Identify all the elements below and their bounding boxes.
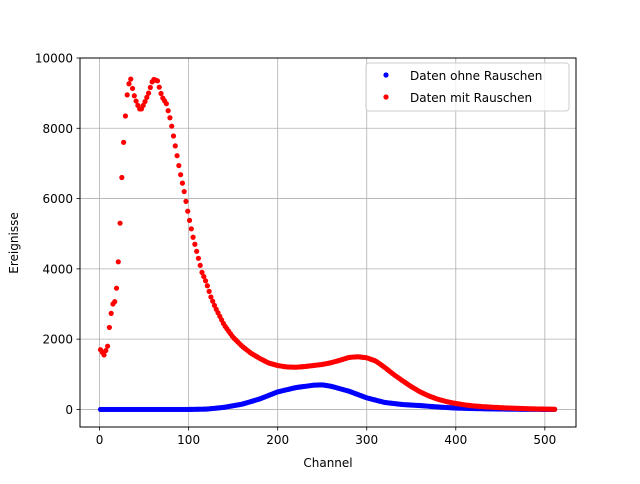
data-point-daten-mit-rauschen xyxy=(174,153,180,159)
data-point-daten-mit-rauschen xyxy=(144,94,150,100)
legend-label-daten-mit-rauschen: Daten mit Rauschen xyxy=(410,91,532,105)
data-point-daten-mit-rauschen xyxy=(206,288,212,294)
data-point-daten-mit-rauschen xyxy=(201,273,207,280)
data-point-daten-mit-rauschen xyxy=(105,343,111,349)
data-point-daten-mit-rauschen xyxy=(129,85,136,92)
data-point-daten-mit-rauschen xyxy=(113,285,120,291)
data-point-daten-mit-rauschen xyxy=(211,302,218,309)
grid-lines xyxy=(80,57,576,427)
x-tick-label: 400 xyxy=(444,433,467,447)
data-point-daten-mit-rauschen xyxy=(117,220,123,226)
y-tick-label: 2000 xyxy=(42,333,73,347)
y-tick-label: 4000 xyxy=(42,262,73,276)
legend-label-daten-ohne-rauschen: Daten ohne Rauschen xyxy=(410,69,542,83)
data-point-daten-mit-rauschen xyxy=(170,133,177,139)
data-point-daten-mit-rauschen xyxy=(179,180,186,186)
x-tick-label: 200 xyxy=(266,433,289,447)
legend-box xyxy=(365,62,570,112)
data-point-daten-mit-rauschen xyxy=(122,113,129,119)
data-point-daten-mit-rauschen xyxy=(199,269,205,275)
data-point-daten-mit-rauschen xyxy=(194,248,200,254)
data-point-daten-mit-rauschen xyxy=(158,90,164,97)
data-point-daten-mit-rauschen xyxy=(128,76,134,82)
data-point-daten-mit-rauschen xyxy=(552,406,558,412)
data-point-daten-mit-rauschen xyxy=(108,310,114,316)
data-point-daten-mit-rauschen xyxy=(156,84,162,90)
data-point-daten-mit-rauschen xyxy=(183,198,189,204)
data-point-daten-mit-rauschen xyxy=(124,92,130,98)
data-point-daten-mit-rauschen xyxy=(145,90,152,96)
data-point-daten-mit-rauschen xyxy=(119,174,125,181)
data-point-daten-mit-rauschen xyxy=(204,283,210,289)
y-tick-label: 0 xyxy=(65,403,73,417)
data-point-daten-mit-rauschen xyxy=(197,262,203,268)
axis-ticks: 0 100 200 300 400 500 0 2000 4000 6000 8000 10000 xyxy=(35,52,556,448)
data-point-daten-mit-rauschen xyxy=(142,98,148,105)
plot-frame xyxy=(79,57,577,428)
data-point-daten-mit-rauschen xyxy=(115,259,121,265)
y-tick-label: 6000 xyxy=(42,192,73,206)
data-point-daten-mit-rauschen xyxy=(185,208,191,214)
x-tick-label: 100 xyxy=(177,433,200,447)
data-point-daten-mit-rauschen xyxy=(208,294,214,300)
x-tick-label: 0 xyxy=(96,433,104,447)
y-tick-label: 8000 xyxy=(42,122,73,136)
data-point-daten-mit-rauschen xyxy=(178,172,184,178)
x-tick-label: 500 xyxy=(533,433,556,447)
data-point-daten-mit-rauschen xyxy=(163,101,169,107)
x-axis-label: Channel xyxy=(303,456,352,470)
y-axis-label: Ereignisse xyxy=(7,212,21,273)
data-point-daten-mit-rauschen xyxy=(176,162,182,169)
data-point-daten-mit-rauschen xyxy=(202,278,209,284)
y-tick-label: 10000 xyxy=(35,52,73,66)
x-tick-label: 300 xyxy=(355,433,378,447)
data-point-daten-mit-rauschen xyxy=(101,352,107,358)
data-point-daten-mit-rauschen xyxy=(188,226,194,232)
data-point-daten-mit-rauschen xyxy=(112,299,118,305)
data-point-daten-mit-rauschen xyxy=(126,81,132,87)
data-point-daten-mit-rauschen xyxy=(169,123,175,129)
data-point-daten-mit-rauschen xyxy=(121,139,127,145)
legend-marker-daten-ohne-rauschen xyxy=(383,72,389,78)
data-point-daten-mit-rauschen xyxy=(192,241,198,247)
data-point-daten-mit-rauschen xyxy=(172,143,178,149)
data-point-daten-mit-rauschen xyxy=(147,84,153,91)
legend-marker-daten-mit-rauschen xyxy=(383,94,389,100)
legend: Daten ohne Rauschen Daten mit Rauschen xyxy=(365,62,570,112)
data-point-daten-mit-rauschen xyxy=(195,255,202,261)
data-point-daten-mit-rauschen xyxy=(106,324,112,331)
data-point-daten-mit-rauschen xyxy=(131,93,137,99)
data-point-daten-mit-rauschen xyxy=(165,108,171,114)
data-point-daten-mit-rauschen xyxy=(186,217,193,223)
data-point-daten-mit-rauschen xyxy=(181,188,187,195)
series-daten-mit-rauschen xyxy=(97,76,558,412)
data-point-daten-mit-rauschen xyxy=(103,347,109,354)
data-point-daten-mit-rauschen xyxy=(154,78,161,84)
data-point-daten-mit-rauschen xyxy=(140,102,146,109)
data-point-daten-mit-rauschen xyxy=(167,115,173,121)
data-point-daten-mit-rauschen xyxy=(210,298,216,304)
data-point-daten-mit-rauschen xyxy=(133,98,139,104)
data-point-daten-mit-rauschen xyxy=(190,234,196,240)
